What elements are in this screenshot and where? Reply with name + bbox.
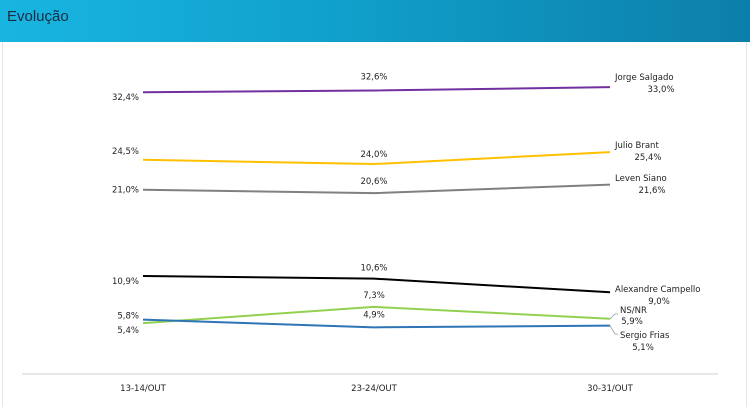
data-label-sergio-frias-2: 4,9% [363,310,385,320]
data-label-alexandre-campello-1: 10,9% [112,277,139,287]
data-label-jorge-salgado-1: 32,4% [112,93,139,103]
series-name-label-alexandre-campello: Alexandre Campello [615,285,701,295]
data-label-sergio-frias-3: 5,1% [632,343,654,353]
x-tick-label: 13-14/OUT [120,384,166,394]
series-line-sergio-frias [142,318,611,329]
chart-title: Evolução [7,8,69,25]
data-label-julio-brant-1: 24,5% [112,147,139,157]
data-label-leven-siano-1: 21,0% [112,186,139,196]
leader-line-ns-nr [609,313,618,320]
series-name-label-ns-nr: NS/NR [620,306,647,316]
chart-header: Evolução [0,0,750,42]
data-label-jorge-salgado-2: 32,6% [360,73,387,83]
series-name-label-julio-brant: Julio Brant [614,141,659,151]
frame-border-left [2,42,3,407]
data-label-sergio-frias-1: 5,8% [117,312,139,322]
frame-border-right [746,42,747,407]
data-label-jorge-salgado-3: 33,0% [647,85,674,95]
series-line-jorge-salgado [142,86,611,94]
series-name-label-sergio-frias: Sergio Frias [620,331,670,341]
data-label-ns-nr-2: 7,3% [363,291,385,301]
x-tick-label: 30-31/OUT [587,384,633,394]
data-label-leven-siano-3: 21,6% [638,186,665,196]
data-label-leven-siano-2: 20,6% [360,177,387,187]
series-name-label-leven-siano: Leven Siano [615,174,667,184]
data-label-alexandre-campello-3: 9,0% [648,297,670,307]
data-label-ns-nr-1: 5,4% [117,326,139,336]
data-label-ns-nr-3: 5,9% [621,317,643,327]
data-label-alexandre-campello-2: 10,6% [360,264,387,274]
data-label-julio-brant-3: 25,4% [634,153,661,163]
data-label-julio-brant-2: 24,0% [360,150,387,160]
x-tick-label: 23-24/OUT [351,384,397,394]
series-name-label-jorge-salgado: Jorge Salgado [614,73,674,83]
leader-line-sergio-frias [609,325,618,335]
